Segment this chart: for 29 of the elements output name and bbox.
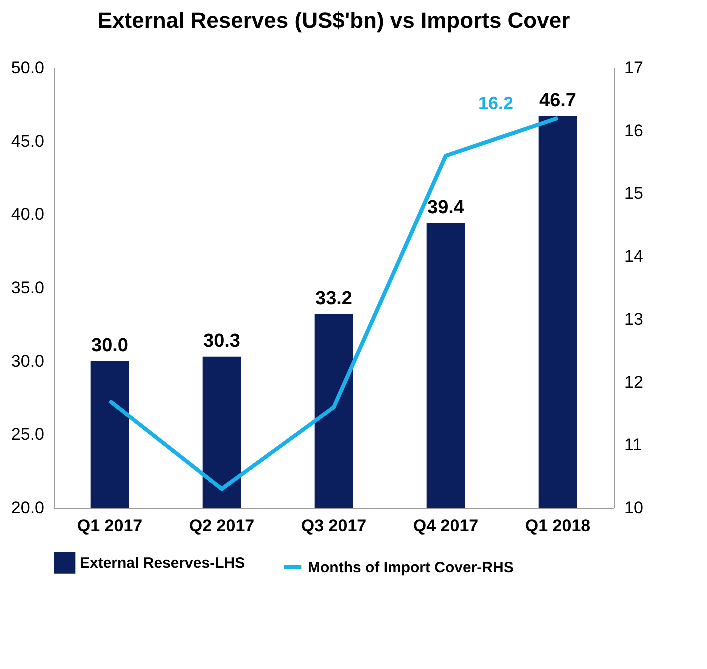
y-tick-label: 35.0 — [11, 278, 44, 298]
x-tick-label: Q4 2017 — [413, 516, 479, 536]
y2-tick-label: 13 — [624, 310, 644, 329]
y2-tick-label: 17 — [624, 58, 644, 78]
data-label: 33.2 — [316, 288, 352, 310]
legend-label: Months of Import Cover-RHS — [308, 560, 514, 576]
y-tick-label: 50.0 — [11, 58, 44, 78]
x-tick-label: Q2 2017 — [189, 516, 255, 536]
data-label: 39.4 — [428, 197, 465, 218]
y-tick-label: 25.0 — [11, 425, 44, 444]
annotation: 16.2 — [478, 93, 514, 114]
y2-tick-label: 12 — [624, 372, 644, 392]
x-tick-label: Q3 2017 — [301, 516, 367, 536]
y-tick-label: 30.0 — [11, 352, 44, 371]
y-tick-label: 20.0 — [11, 498, 44, 518]
legend-label: External Reserves-LHS — [80, 555, 246, 572]
y2-tick-label: 15 — [624, 184, 644, 204]
y2-tick-label: 11 — [624, 436, 642, 455]
x-tick-label: Q1 2018 — [525, 516, 591, 536]
data-label: 46.7 — [540, 90, 576, 112]
y-tick-label: 40.0 — [11, 205, 44, 224]
y2-tick-label: 10 — [624, 498, 644, 518]
y-tick-label: 45.0 — [11, 132, 44, 151]
chart-title: External Reserves (US$'bn) vs Imports Cover — [98, 8, 571, 33]
x-tick-label: Q1 2017 — [77, 516, 143, 536]
y2-tick-label: 16 — [624, 121, 644, 140]
y2-tick-label: 14 — [624, 247, 644, 266]
data-label: 30.0 — [92, 335, 128, 356]
data-label: 30.3 — [204, 330, 240, 352]
